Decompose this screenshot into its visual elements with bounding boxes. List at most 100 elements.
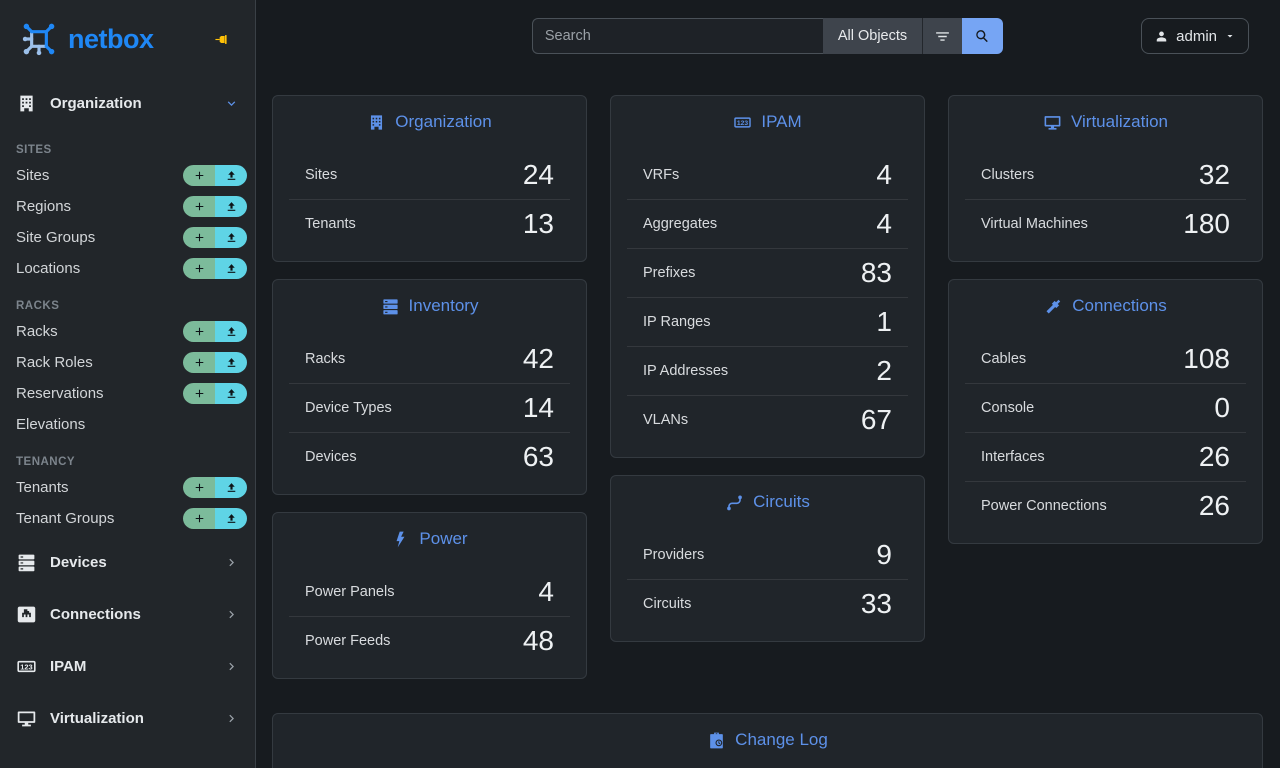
- add-site-groups-button[interactable]: [183, 227, 215, 248]
- stat-value: 180: [1183, 208, 1230, 239]
- dashboard-column-1: Organization Sites 24 Tenants 13 Inventory Rac…: [272, 95, 587, 679]
- stat-row-racks[interactable]: Racks 42: [289, 334, 570, 383]
- sidebar-item-tenants[interactable]: Tenants: [0, 472, 255, 503]
- sidebar-item-site-groups[interactable]: Site Groups: [0, 222, 255, 253]
- add-tenants-button[interactable]: [183, 477, 215, 498]
- ipam-title-link[interactable]: 123 IPAM: [627, 110, 908, 134]
- sidebar-menu-connections[interactable]: Connections: [0, 588, 255, 640]
- add-tenant-groups-button[interactable]: [183, 508, 215, 529]
- import-locations-button[interactable]: [215, 258, 247, 279]
- sidebar-menu-devices[interactable]: Devices: [0, 536, 255, 588]
- stat-value: 2: [876, 355, 892, 386]
- stat-row-providers[interactable]: Providers 9: [627, 530, 908, 579]
- pin-sidebar-button[interactable]: [212, 29, 233, 50]
- stat-value: 32: [1198, 158, 1230, 190]
- import-tenant-groups-button[interactable]: [215, 508, 247, 529]
- stat-row-power-connections[interactable]: Power Connections 26: [965, 481, 1246, 530]
- connections-title-link[interactable]: Connections: [965, 294, 1246, 318]
- upload-icon: [225, 481, 238, 494]
- stat-row-devices[interactable]: Devices 63: [289, 432, 570, 481]
- stat-row-sites[interactable]: Sites 24: [289, 150, 570, 199]
- search-submit-button[interactable]: [962, 18, 1004, 54]
- stat-value: 42: [522, 342, 554, 374]
- sidebar-item-elevations[interactable]: Elevations: [0, 409, 255, 440]
- stat-row-ip-addresses[interactable]: IP Addresses 2: [627, 346, 908, 395]
- search-scope-button[interactable]: All Objects: [822, 18, 923, 54]
- stat-row-virtual-machines[interactable]: Virtual Machines 180: [965, 199, 1246, 248]
- stat-row-clusters[interactable]: Clusters 32: [965, 150, 1246, 199]
- stat-row-power-panels[interactable]: Power Panels 4: [289, 567, 570, 616]
- sidebar-item-tenant-groups[interactable]: Tenant Groups: [0, 503, 255, 534]
- card-inventory: Inventory Racks 42 Device Types 14 Devices 63: [272, 279, 587, 495]
- stat-row-cables[interactable]: Cables 108: [965, 334, 1246, 383]
- stat-label: Circuits: [643, 596, 692, 612]
- stat-label: Racks: [305, 350, 346, 367]
- stat-row-prefixes[interactable]: Prefixes 83: [627, 248, 908, 297]
- virtualization-title-link[interactable]: Virtualization: [965, 110, 1246, 134]
- stat-row-power-feeds[interactable]: Power Feeds 48: [289, 616, 570, 665]
- add-sites-button[interactable]: [183, 165, 215, 186]
- import-regions-button[interactable]: [215, 196, 247, 217]
- stat-value: 4: [876, 158, 892, 190]
- stat-row-device-types[interactable]: Device Types 14: [289, 383, 570, 432]
- import-sites-button[interactable]: [215, 165, 247, 186]
- stat-row-tenants[interactable]: Tenants 13: [289, 199, 570, 248]
- card-title-label: IPAM: [761, 112, 802, 131]
- item-action-buttons: [183, 352, 247, 373]
- clipboard-clock-icon: [707, 731, 726, 750]
- main-content: All Objects admin Organization Sites24Ten…: [256, 0, 1280, 768]
- add-racks-button[interactable]: [183, 321, 215, 342]
- import-rack-roles-button[interactable]: [215, 352, 247, 373]
- import-racks-button[interactable]: [215, 321, 247, 342]
- plus-icon: [193, 262, 206, 275]
- dashboard-column-3: Virtualization Clusters 32 Virtual Machines…: [948, 95, 1263, 679]
- power-title-link[interactable]: Power: [289, 527, 570, 551]
- upload-icon: [225, 200, 238, 213]
- stat-value: 14: [522, 392, 554, 423]
- stat-label: IP Ranges: [643, 314, 711, 330]
- add-regions-button[interactable]: [183, 196, 215, 217]
- chevron-right-icon: [224, 659, 239, 674]
- stat-value: 67: [860, 404, 892, 435]
- stat-row-ip-ranges[interactable]: IP Ranges 1: [627, 297, 908, 346]
- netbox-logo-link[interactable]: netbox: [18, 18, 154, 60]
- sidebar-item-sites[interactable]: Sites: [0, 160, 255, 191]
- user-menu-button[interactable]: admin: [1141, 18, 1249, 54]
- sidebar-item-racks[interactable]: Racks: [0, 316, 255, 347]
- lightning-icon: [391, 530, 410, 549]
- add-locations-button[interactable]: [183, 258, 215, 279]
- search-input[interactable]: [531, 18, 823, 54]
- sidebar-item-label: Sites: [16, 167, 50, 184]
- sidebar: netbox Organization SITES Sites Regions Sit…: [0, 0, 256, 768]
- sidebar-item-reservations[interactable]: Reservations: [0, 378, 255, 409]
- add-reservations-button[interactable]: [183, 383, 215, 404]
- stat-label: Virtual Machines: [981, 216, 1088, 232]
- sidebar-menu-ipam[interactable]: 123 IPAM: [0, 640, 255, 692]
- cable-icon: [1044, 297, 1063, 316]
- sidebar-item-regions[interactable]: Regions: [0, 191, 255, 222]
- import-tenants-button[interactable]: [215, 477, 247, 498]
- plus-icon: [193, 356, 206, 369]
- import-reservations-button[interactable]: [215, 383, 247, 404]
- stat-row-vlans[interactable]: VLANs 67: [627, 395, 908, 444]
- brand-row: netbox: [0, 0, 255, 78]
- sidebar-item-locations[interactable]: Locations: [0, 253, 255, 284]
- sidebar-menu-virtualization[interactable]: Virtualization: [0, 692, 255, 744]
- sidebar-menu-organization[interactable]: Organization: [0, 78, 255, 128]
- change-log-title-link[interactable]: Change Log: [289, 728, 1246, 752]
- circuits-title-link[interactable]: Circuits: [627, 490, 908, 514]
- search-filter-button[interactable]: [922, 18, 963, 54]
- stat-row-vrfs[interactable]: VRFs 4: [627, 150, 908, 199]
- add-rack-roles-button[interactable]: [183, 352, 215, 373]
- sidebar-section-title-sites: SITES: [16, 144, 52, 156]
- person-icon: [1154, 29, 1169, 44]
- sidebar-item-rack-roles[interactable]: Rack Roles: [0, 347, 255, 378]
- netbox-logo-icon: [18, 18, 60, 60]
- organization-title-link[interactable]: Organization: [289, 110, 570, 134]
- stat-row-interfaces[interactable]: Interfaces 26: [965, 432, 1246, 481]
- inventory-title-link[interactable]: Inventory: [289, 294, 570, 318]
- stat-row-aggregates[interactable]: Aggregates 4: [627, 199, 908, 248]
- stat-row-console[interactable]: Console 0: [965, 383, 1246, 432]
- import-site-groups-button[interactable]: [215, 227, 247, 248]
- stat-row-circuits[interactable]: Circuits 33: [627, 579, 908, 628]
